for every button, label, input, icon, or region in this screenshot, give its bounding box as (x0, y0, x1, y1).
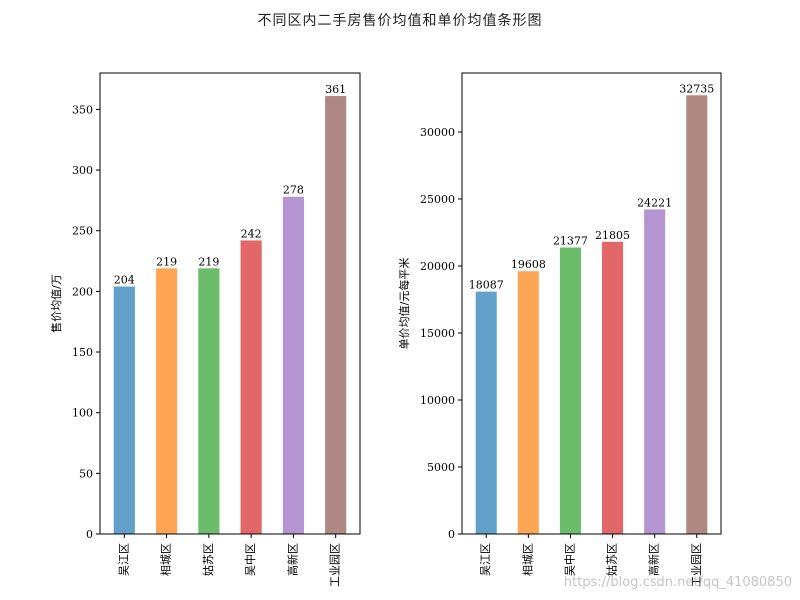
y-tick-label: 50 (79, 467, 93, 480)
bar-3 (240, 240, 262, 535)
bar-value-label: 219 (156, 255, 177, 268)
y-tick-label: 0 (86, 528, 93, 541)
y-axis-label: 单价均值/元每平米 (397, 258, 411, 350)
bar-3 (602, 241, 624, 534)
bar-value-label: 19608 (511, 258, 546, 271)
bar-1 (517, 271, 539, 534)
bar-0 (113, 286, 135, 534)
y-tick-label: 0 (448, 528, 455, 541)
y-tick-label: 15000 (420, 327, 455, 340)
x-tick-label: 吴江区 (479, 543, 492, 576)
x-tick-label: 相城区 (160, 543, 173, 576)
bar-value-label: 32735 (679, 82, 714, 95)
bar-value-label: 18087 (469, 279, 504, 292)
bar-value-label: 204 (114, 274, 135, 287)
chart-panel-sale-price: 204 吴江区 219 相城区 219 姑苏区 242 吴中区 278 高新区 361 工业园区 0 50… (49, 72, 361, 587)
y-tick-label: 30000 (420, 126, 455, 139)
bar-4 (644, 209, 666, 534)
watermark: https://blog.csdn.net/qq_41080850 (563, 575, 792, 590)
y-tick-label: 5000 (427, 461, 455, 474)
y-tick-label: 25000 (420, 193, 455, 206)
x-tick-label: 高新区 (647, 543, 661, 576)
x-tick-label: 姑苏区 (202, 543, 215, 576)
x-tick-label: 相城区 (521, 543, 534, 576)
bar-value-label: 361 (325, 83, 346, 96)
bar-value-label: 24221 (637, 196, 672, 209)
bar-2 (559, 247, 581, 534)
y-tick-label: 10000 (420, 394, 455, 407)
chart-panel-unit-price: 18087 吴江区 19608 相城区 21377 吴中区 21805 姑苏区 24221 高新区… (397, 72, 722, 587)
y-tick-label: 20000 (420, 260, 455, 273)
y-axis-label: 售价均值/万 (49, 274, 63, 333)
x-tick-label: 工业园区 (690, 543, 703, 587)
y-tick-label: 250 (72, 225, 93, 238)
x-tick-label: 工业园区 (329, 543, 342, 587)
y-tick-label: 350 (72, 103, 93, 116)
bar-value-label: 242 (241, 227, 262, 240)
bar-1 (156, 268, 178, 534)
y-tick-label: 200 (72, 285, 93, 298)
bar-0 (475, 291, 497, 534)
bar-5 (686, 95, 708, 535)
bar-value-label: 21377 (553, 235, 588, 248)
y-tick-label: 150 (72, 346, 93, 359)
axes-frame (461, 72, 722, 535)
x-tick-label: 姑苏区 (606, 543, 619, 576)
bar-4 (282, 196, 304, 534)
bar-2 (198, 268, 220, 534)
bar-value-label: 278 (283, 184, 304, 197)
axes-frame (99, 72, 361, 535)
x-tick-label: 高新区 (285, 543, 299, 576)
bar-value-label: 219 (198, 255, 219, 268)
x-tick-label: 吴中区 (244, 543, 257, 576)
y-tick-label: 100 (72, 407, 93, 420)
x-tick-label: 吴江区 (117, 543, 130, 576)
y-tick-label: 300 (72, 164, 93, 177)
bar-5 (325, 96, 347, 535)
x-tick-label: 吴中区 (563, 543, 576, 576)
bar-value-label: 21805 (595, 229, 630, 242)
figure-title: 不同区内二手房售价均值和单价均值条形图 (257, 13, 543, 29)
